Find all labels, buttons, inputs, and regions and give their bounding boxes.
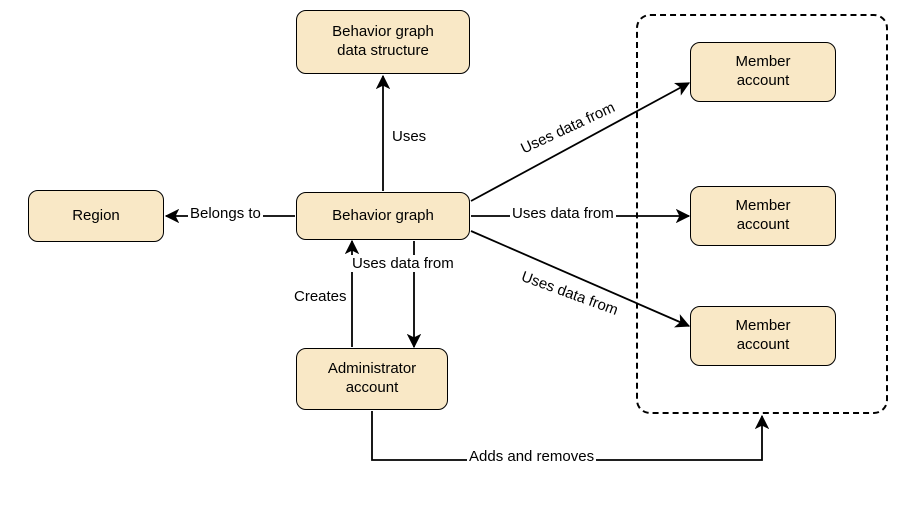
node-label: Region bbox=[72, 207, 120, 226]
node-label: Memberaccount bbox=[735, 317, 790, 355]
node-label: Administratoraccount bbox=[328, 360, 416, 398]
edge-label-uses_m2: Uses data from bbox=[510, 205, 616, 222]
node-administrator-account: Administratoraccount bbox=[296, 348, 448, 410]
node-member-account: Memberaccount bbox=[690, 186, 836, 246]
node-behavior-graph: Behavior graph bbox=[296, 192, 470, 240]
node-member-account: Memberaccount bbox=[690, 306, 836, 366]
node-label: Behavior graphdata structure bbox=[332, 23, 434, 61]
edge-label-creates: Creates bbox=[292, 288, 349, 305]
node-label: Memberaccount bbox=[735, 53, 790, 91]
node-region: Region bbox=[28, 190, 164, 242]
edge-label-adds_removes: Adds and removes bbox=[467, 448, 596, 465]
diagram-canvas: Behavior graphdata structure Region Beha… bbox=[0, 0, 902, 508]
edge-label-uses_m3: Uses data from bbox=[517, 268, 622, 320]
edge-label-belongs: Belongs to bbox=[188, 205, 263, 222]
node-behavior-graph-data-structure: Behavior graphdata structure bbox=[296, 10, 470, 74]
edge-label-uses: Uses bbox=[390, 128, 428, 145]
edge-label-uses_m1: Uses data from bbox=[516, 98, 619, 158]
node-label: Behavior graph bbox=[332, 207, 434, 226]
edge-label-uses_admin: Uses data from bbox=[350, 255, 456, 272]
node-label: Memberaccount bbox=[735, 197, 790, 235]
node-member-account: Memberaccount bbox=[690, 42, 836, 102]
